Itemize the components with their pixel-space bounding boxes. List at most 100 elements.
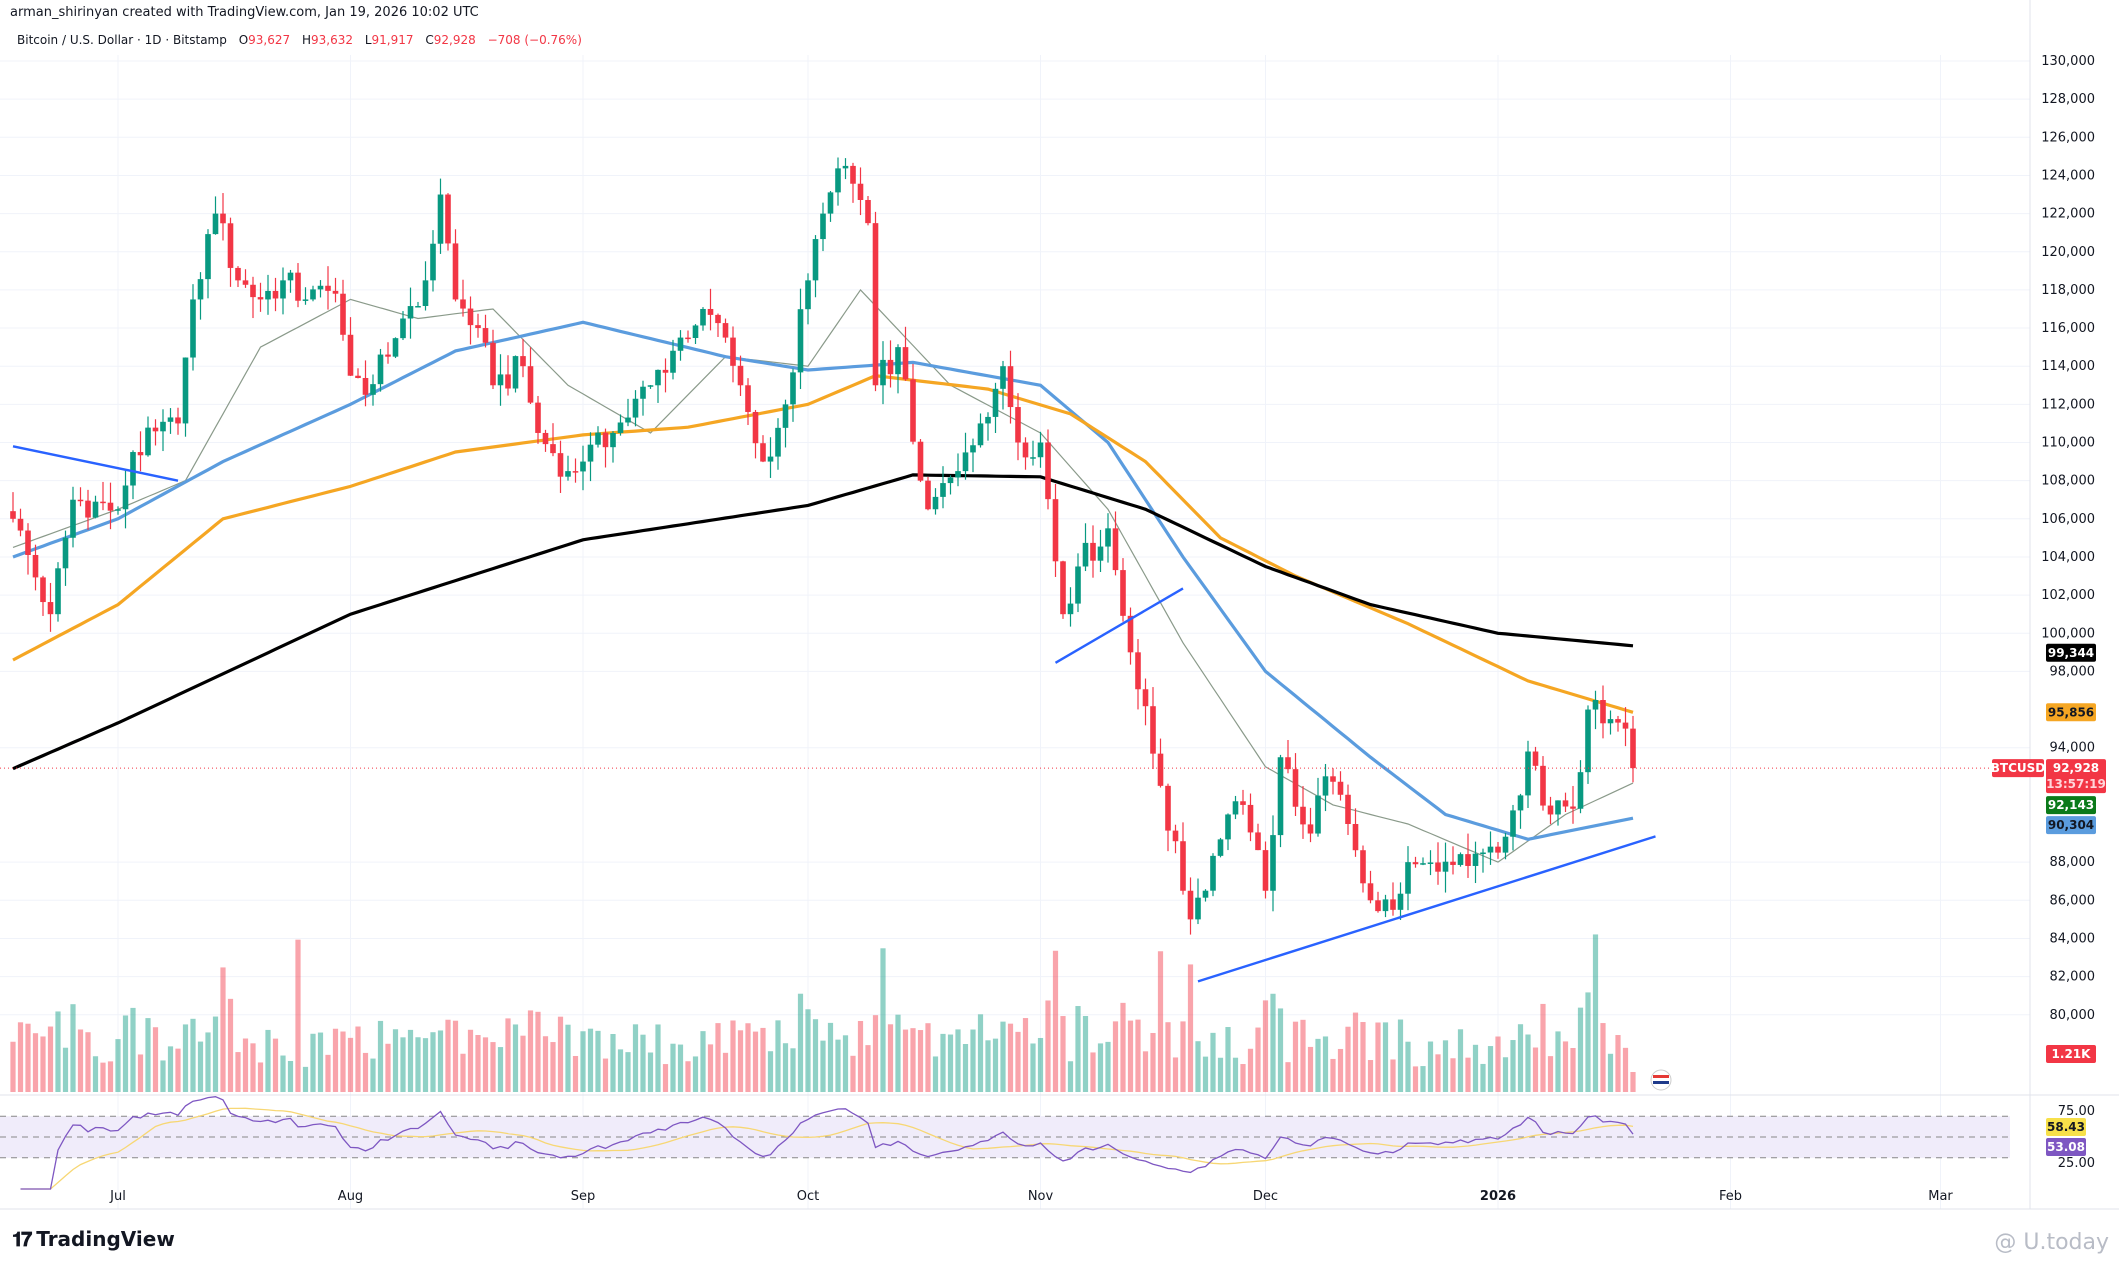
candle-body [685,337,691,340]
candle-body [1487,846,1494,853]
volume-bar [1277,1008,1284,1092]
volume-bar [1157,951,1164,1092]
candle-body [497,374,504,386]
volume-bar [760,1027,766,1092]
candle-body [535,402,541,433]
candle [677,330,684,361]
volume-bar [445,1019,451,1092]
moving-average-ma100 [12,374,1634,714]
volume-bar [902,1029,909,1092]
candle [1082,523,1089,572]
candle-body [152,427,159,432]
candle-body [1592,700,1599,710]
volume-bar [62,1047,69,1092]
candle-body [670,350,676,373]
volume-bar [670,1043,676,1092]
candle-body [107,502,114,511]
volume-bar [1502,1057,1509,1092]
candle-body [100,501,106,504]
volume-bar [1300,1019,1306,1092]
candle-body [902,347,909,380]
candle-body [332,290,339,294]
volume-bar [400,1037,406,1092]
candle [452,229,459,302]
candle [775,418,781,470]
candle-body [1030,457,1036,459]
candle-body [1300,806,1306,825]
candle-body [1540,765,1546,806]
candle [1412,856,1419,868]
volume-bar [377,1020,384,1092]
candle-body [325,285,331,291]
candle-body [932,496,939,510]
candle-body [1082,542,1089,567]
candle [805,273,811,325]
volume-bar [160,1060,166,1092]
candle [1315,777,1321,837]
candle [955,453,961,487]
volume-bar [1585,992,1591,1092]
volume-bar [782,1043,789,1092]
rsi-ma-tag-bg [2046,1138,2086,1156]
volume-bar [1382,1022,1389,1092]
volume-bar [1037,1037,1044,1092]
volume-bar [617,1049,624,1092]
candle-body [707,308,714,315]
volume-bar [790,1048,796,1092]
rsi-value-tag-text: 58.43 [2047,1120,2085,1134]
chart-credit: arman_shirinyan created with TradingView… [10,5,479,20]
candle [872,211,879,392]
volume-bar [1562,1041,1569,1092]
volume-bar [197,1041,204,1092]
volume-bar [1367,1060,1374,1092]
volume-bar [1532,1047,1539,1092]
candle-body [1502,836,1509,853]
candle [625,398,631,427]
candle-body [745,385,751,412]
volume-bar [820,1040,826,1092]
ma100-price-tag-text: 95,856 [2048,705,2094,719]
candle [932,488,939,515]
candle [512,355,519,393]
tradingview-brand[interactable]: 𝟏𝟕 TradingView [12,1227,175,1251]
rsi-value-tag: 58.43 [2046,1118,2086,1136]
candle-body [1277,757,1284,836]
candle-body [782,404,789,428]
open-label: O [238,33,249,47]
volume-bar [1352,1012,1359,1092]
candle [220,193,226,241]
symbol-name[interactable]: Bitcoin / U.S. Dollar · 1D · Bitstamp [17,33,227,47]
volume-bar [850,1055,856,1092]
candle [655,369,661,403]
candle-body [587,444,594,462]
candle-body [392,338,399,357]
volume-bar [205,1032,211,1092]
volume-bar [122,1015,129,1092]
candle-body [445,194,451,244]
volume-bar [310,1033,316,1092]
candle-body [835,168,841,193]
candle-body [1225,814,1231,840]
candle [1600,685,1606,739]
volume-bar [460,1053,466,1092]
candle-body [737,365,744,386]
candle [242,269,249,288]
candle-body [310,289,316,300]
candle-body [182,357,189,424]
volume-bar [1007,1023,1014,1092]
candle-body [287,272,294,281]
candle [40,575,46,616]
candle-body [632,398,639,418]
candle [1127,607,1134,665]
candle-body [1255,832,1261,851]
volume-bar [355,1026,361,1092]
candle [362,360,369,407]
candle-body [520,356,526,367]
candle [265,274,271,315]
candle [580,445,586,491]
volume-bar [482,1037,489,1092]
volume-bar [265,1029,271,1092]
volume-bar [235,1052,241,1092]
volume-bar [1105,1041,1111,1092]
